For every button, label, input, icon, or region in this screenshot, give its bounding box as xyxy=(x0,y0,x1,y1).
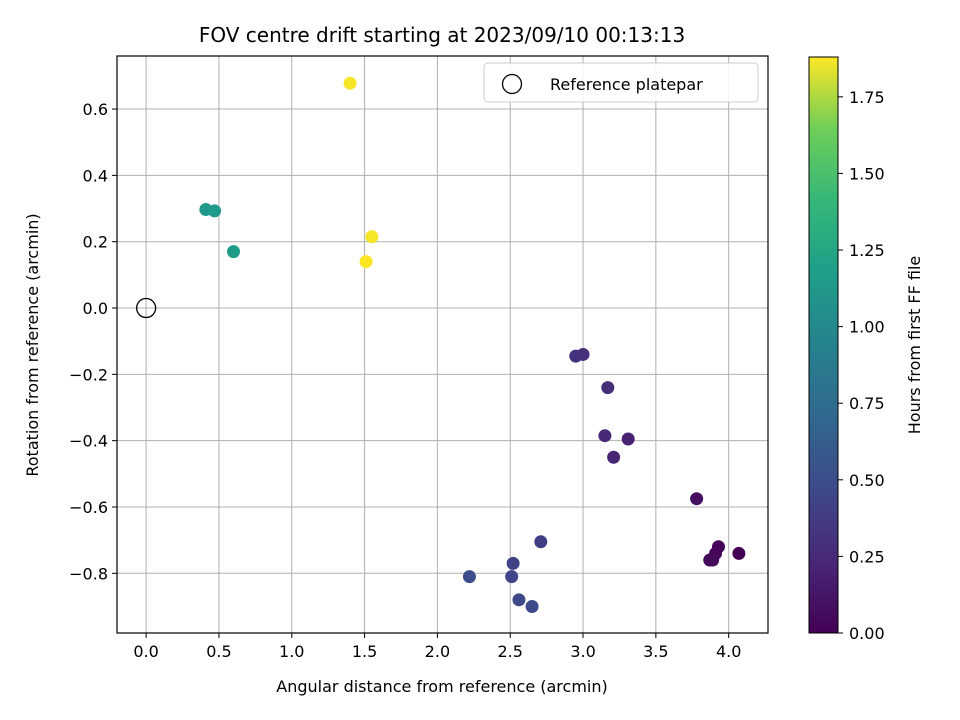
data-point xyxy=(690,492,704,506)
legend: Reference platepar xyxy=(483,62,759,103)
x-tick-label: 2.0 xyxy=(425,642,450,661)
x-tick-label: 3.0 xyxy=(570,642,595,661)
y-tick-label: 0.4 xyxy=(83,166,108,185)
data-point xyxy=(512,593,526,607)
colorbar-label: Hours from first FF file xyxy=(905,256,924,435)
data-point xyxy=(534,535,548,549)
colorbar-tick-label: 0.00 xyxy=(849,624,885,643)
data-point xyxy=(343,76,357,90)
x-axis-ticks: 0.0 0.5 1.0 1.5 2.0 2.5 3.0 3.5 4.0 xyxy=(133,633,741,661)
data-point xyxy=(505,570,519,584)
x-tick-label: 3.5 xyxy=(643,642,668,661)
colorbar-gradient xyxy=(808,56,839,634)
x-tick-label: 0.0 xyxy=(133,642,158,661)
x-tick-label: 1.5 xyxy=(352,642,377,661)
data-point xyxy=(525,599,539,613)
legend-box xyxy=(483,62,759,103)
data-point xyxy=(506,556,520,570)
legend-label-reference: Reference platepar xyxy=(550,75,703,94)
data-points xyxy=(135,76,746,613)
y-tick-label: 0.6 xyxy=(83,100,108,119)
data-point xyxy=(621,432,635,446)
data-point xyxy=(227,245,241,259)
y-tick-label: −0.4 xyxy=(69,432,108,451)
data-point xyxy=(208,204,222,218)
x-tick-label: 4.0 xyxy=(716,642,741,661)
x-axis-label: Angular distance from reference (arcmin) xyxy=(276,677,607,696)
data-point xyxy=(365,230,379,244)
data-point xyxy=(607,450,621,464)
x-tick-label: 1.0 xyxy=(279,642,304,661)
plot-frame xyxy=(116,55,769,634)
colorbar-tick-label: 1.50 xyxy=(849,164,885,183)
grid xyxy=(117,56,768,633)
x-tick-label: 0.5 xyxy=(206,642,231,661)
data-point xyxy=(598,429,612,443)
data-point xyxy=(601,381,615,395)
x-tick-label: 2.5 xyxy=(497,642,522,661)
colorbar-tick-label: 1.75 xyxy=(849,88,885,107)
y-axis-ticks: −0.8 −0.6 −0.4 −0.2 0.0 0.2 0.4 0.6 xyxy=(69,100,117,583)
colorbar-tick-label: 0.75 xyxy=(849,394,885,413)
y-tick-label: −0.2 xyxy=(69,365,108,384)
data-point xyxy=(703,553,717,567)
y-axis-label: Rotation from reference (arcmin) xyxy=(23,213,42,476)
y-tick-label: −0.8 xyxy=(69,564,108,583)
data-point xyxy=(462,570,476,584)
data-point xyxy=(359,255,373,269)
y-tick-label: −0.6 xyxy=(69,498,108,517)
colorbar-tick-label: 1.25 xyxy=(849,241,885,260)
data-point xyxy=(569,349,583,363)
y-tick-label: 0.2 xyxy=(83,233,108,252)
legend-marker-reference xyxy=(501,73,523,95)
colorbar-tick-label: 1.00 xyxy=(849,318,885,337)
colorbar-tick-label: 0.25 xyxy=(849,547,885,566)
y-tick-label: 0.0 xyxy=(83,299,108,318)
colorbar-tick-label: 0.50 xyxy=(849,471,885,490)
chart-title: FOV centre drift starting at 2023/09/10 … xyxy=(199,23,685,47)
colorbar-ticks: 0.00 0.25 0.50 0.75 1.00 1.25 1.50 1.75 xyxy=(838,88,885,643)
colorbar: 0.00 0.25 0.50 0.75 1.00 1.25 1.50 1.75 Hours f… xyxy=(808,56,924,643)
data-point xyxy=(732,546,746,560)
reference-platepar-marker xyxy=(135,297,157,319)
